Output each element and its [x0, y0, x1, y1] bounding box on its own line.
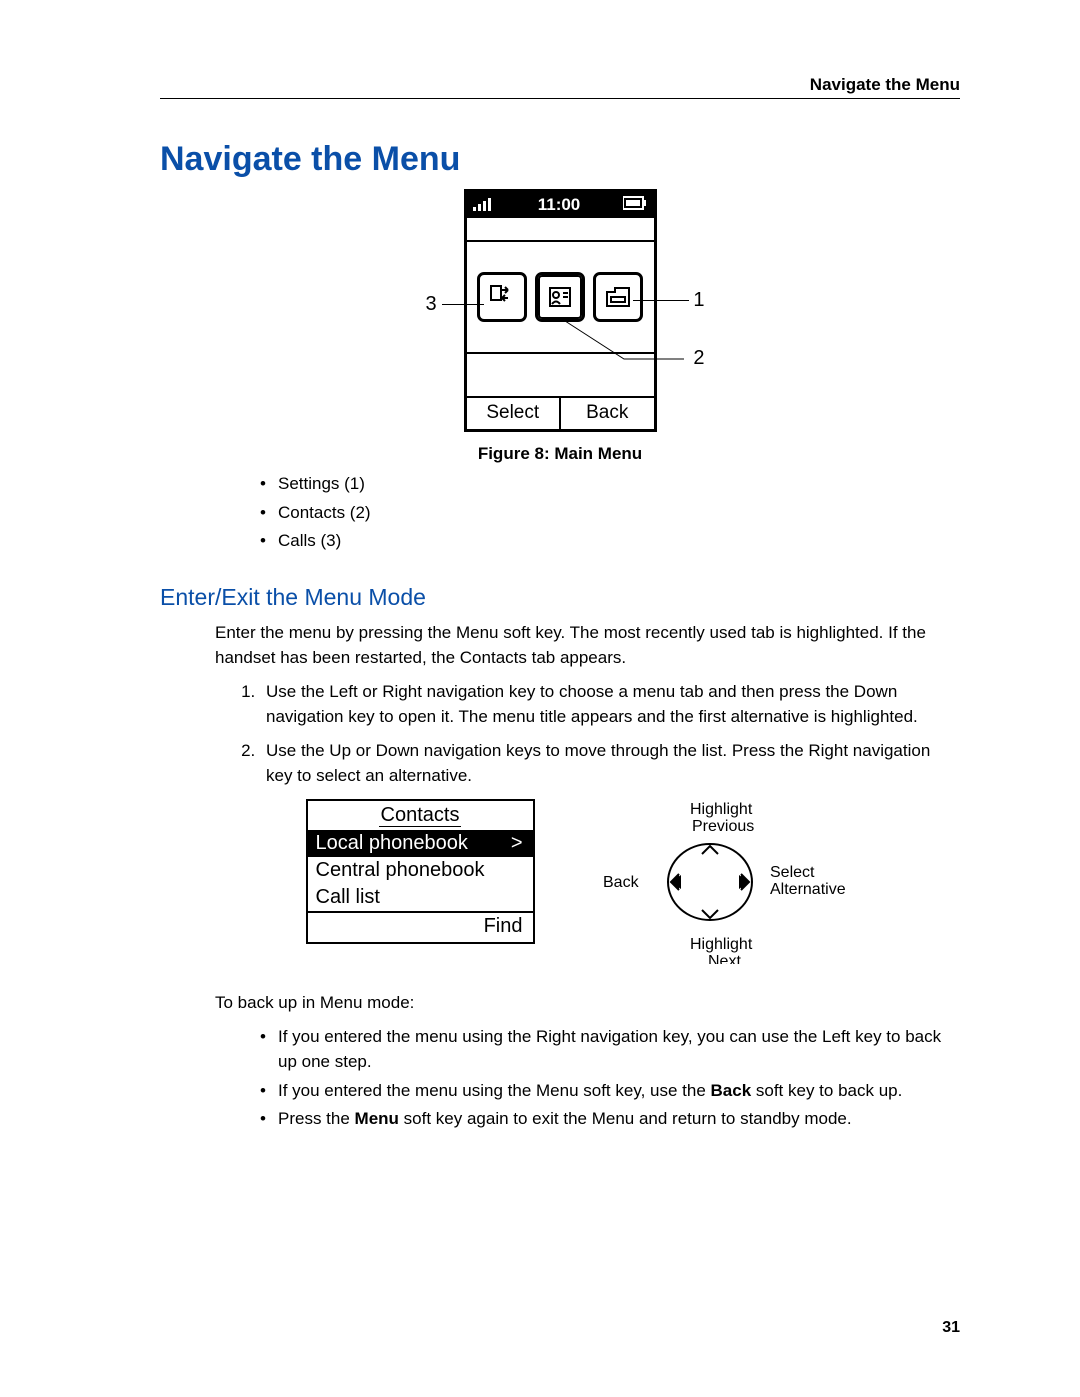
menu-icon-settings: [593, 272, 643, 322]
softkey-select: Select: [467, 398, 562, 429]
nav-down-label2: Next: [708, 953, 741, 964]
contacts-row-selected: Local phonebook>: [308, 830, 533, 857]
nav-left-label: Back: [603, 874, 640, 891]
backup-item: If you entered the menu using the Right …: [260, 1025, 960, 1074]
status-time: 11:00: [538, 195, 581, 215]
callout-1: 1: [693, 289, 704, 312]
legend-list: Settings (1) Contacts (2) Calls (3): [160, 472, 960, 554]
contacts-screen: Contacts Local phonebook> Central phoneb…: [306, 799, 535, 944]
intro-paragraph: Enter the menu by pressing the Menu soft…: [215, 621, 960, 670]
header-rule: [160, 98, 960, 99]
step-1: Use the Left or Right navigation key to …: [260, 680, 960, 729]
backup-list: If you entered the menu using the Right …: [160, 1025, 960, 1132]
step-2: Use the Up or Down navigation keys to mo…: [260, 739, 960, 788]
page-number: 31: [942, 1319, 960, 1337]
backup-intro: To back up in Menu mode:: [215, 991, 960, 1016]
nav-right-label2: Alternative: [770, 881, 845, 898]
nav-up-label2: Previous: [692, 818, 754, 835]
softkey-back: Back: [561, 398, 654, 429]
nav-up-label: Highlight: [690, 801, 753, 818]
callout-2: 2: [693, 347, 704, 370]
figure-main-menu: 11:00: [160, 189, 960, 432]
phone-screen: 11:00: [464, 189, 657, 432]
chevron-right-icon: >: [511, 832, 523, 855]
legend-item: Calls (3): [260, 529, 960, 554]
contacts-row: Central phonebook: [308, 857, 533, 884]
status-bar: 11:00: [467, 192, 654, 218]
signal-icon: [473, 195, 495, 216]
running-header: Navigate the Menu: [810, 75, 960, 95]
figure8-caption: Figure 8: Main Menu: [160, 444, 960, 464]
subsection-title: Enter/Exit the Menu Mode: [160, 584, 960, 611]
section-title: Navigate the Menu: [160, 140, 960, 179]
contacts-find: Find: [308, 911, 533, 942]
legend-item: Contacts (2): [260, 501, 960, 526]
nav-down-label: Highlight: [690, 936, 753, 953]
figure-contacts-nav: Contacts Local phonebook> Central phoneb…: [160, 799, 960, 969]
nav-right-label: Select: [770, 864, 815, 881]
page: Navigate the Menu Navigate the Menu 11:0…: [0, 0, 1080, 1397]
callout-3: 3: [426, 293, 437, 316]
battery-icon: [623, 195, 647, 215]
nav-key-diagram: Highlight Previous Back Select Alternati…: [595, 799, 815, 969]
contacts-title: Contacts: [308, 801, 533, 830]
menu-icon-calls: [477, 272, 527, 322]
menu-icon-contacts: [535, 272, 585, 322]
contacts-row: Call list: [308, 884, 533, 911]
legend-item: Settings (1): [260, 472, 960, 497]
steps-list: Use the Left or Right navigation key to …: [160, 680, 960, 789]
backup-item: Press the Menu soft key again to exit th…: [260, 1107, 960, 1132]
backup-item: If you entered the menu using the Menu s…: [260, 1079, 960, 1104]
